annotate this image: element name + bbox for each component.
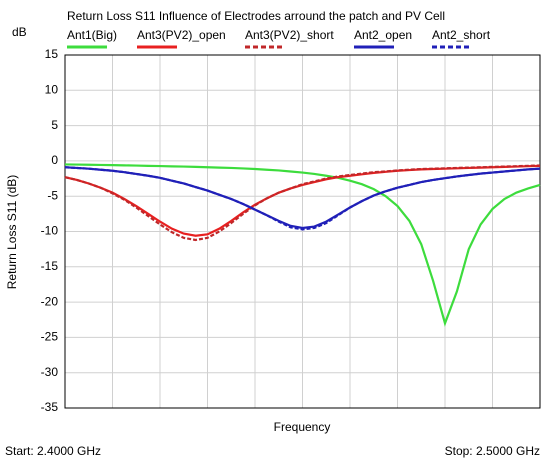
x-axis-label: Frequency	[274, 420, 331, 434]
y-tick-label: -10	[41, 224, 59, 238]
y-tick-label: -35	[41, 400, 59, 414]
y-tick-label: -30	[41, 365, 59, 379]
legend-label: Ant2_short	[432, 28, 491, 42]
start-label: Start: 2.4000 GHz	[5, 444, 101, 458]
series-line	[64, 163, 541, 327]
y-tick-label: -25	[41, 330, 59, 344]
chart-title: Return Loss S11 Influence of Electrodes …	[67, 9, 445, 23]
series-line	[64, 164, 541, 242]
y-tick-label: 0	[51, 153, 58, 167]
legend-label: Ant2_open	[354, 28, 412, 42]
legend-label: Ant1(Big)	[67, 28, 117, 42]
y-unit: dB	[12, 25, 27, 39]
y-tick-label: 5	[51, 118, 58, 132]
y-tick-label: 10	[45, 82, 59, 96]
legend-label: Ant3(PV2)_short	[245, 28, 334, 42]
plot-frame	[64, 54, 541, 409]
y-tick-label: -20	[41, 294, 59, 308]
series-line	[64, 166, 541, 231]
legend-label: Ant3(PV2)_open	[137, 28, 226, 42]
y-tick-label: 15	[45, 47, 59, 61]
y-tick-label: -15	[41, 259, 59, 273]
stop-label: Stop: 2.5000 GHz	[445, 444, 540, 458]
y-axis-label: Return Loss S11 (dB)	[5, 175, 19, 290]
y-tick-label: -5	[47, 188, 58, 202]
